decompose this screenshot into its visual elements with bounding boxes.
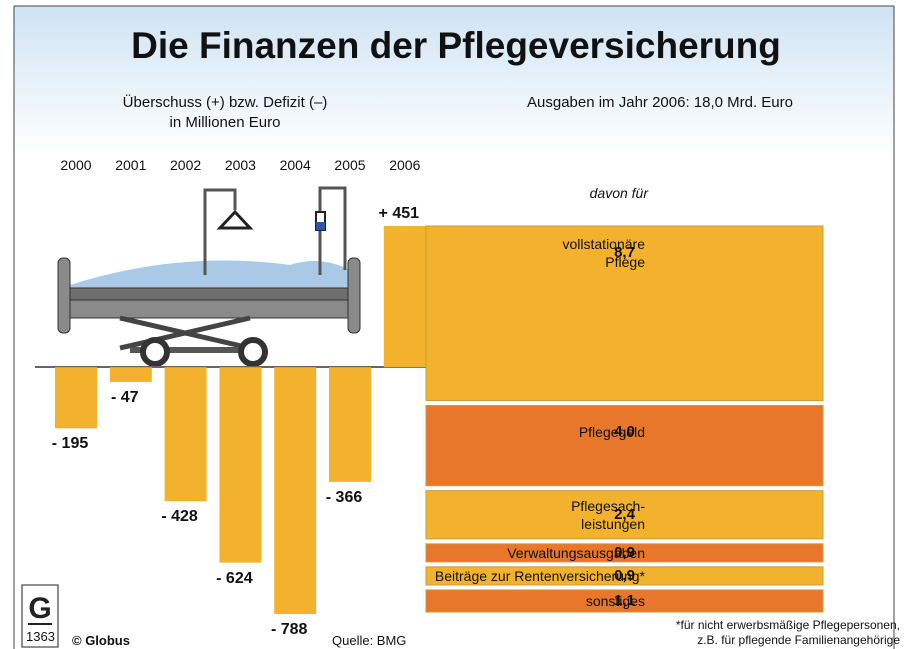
- subtitle: Überschuss (+) bzw. Defizit (–) in Milli…: [60, 93, 390, 132]
- value-label: - 428: [135, 507, 225, 528]
- value-label: 0,9: [426, 566, 823, 586]
- value-label: - 624: [189, 569, 279, 590]
- segment: [426, 405, 823, 485]
- svg-text:G: G: [28, 592, 51, 625]
- x-tick-label: 2006: [370, 156, 440, 174]
- value-label: 1,1: [426, 591, 823, 611]
- logo-number: 1363: [26, 629, 55, 646]
- copyright: © Globus: [72, 633, 130, 649]
- title: Die Finanzen der Pflegeversicherung: [0, 22, 912, 70]
- value-label: - 366: [299, 488, 389, 509]
- value-label: 4,0: [426, 422, 823, 442]
- footnote: *für nicht erwerbsmäßige Pflegepersonen,…: [560, 618, 900, 648]
- value-label: 8,7: [426, 243, 823, 263]
- source: Quelle: BMG: [332, 633, 406, 649]
- bed-illustration: [58, 188, 360, 364]
- value-label: - 47: [80, 388, 170, 409]
- value-label: 0,9: [426, 543, 823, 563]
- value-label: + 451: [354, 204, 444, 225]
- bar: [329, 367, 371, 482]
- value-label: - 195: [25, 434, 115, 455]
- note: davon für: [480, 184, 648, 202]
- subtitle: Ausgaben im Jahr 2006: 18,0 Mrd. Euro: [460, 93, 860, 113]
- infographic: G Die Finanzen der Pflegeversicherung Üb…: [0, 0, 912, 649]
- value-label: 2,4: [426, 505, 823, 525]
- value-label: - 788: [244, 620, 334, 641]
- bar: [165, 367, 207, 501]
- bar: [219, 367, 261, 562]
- bar: [110, 367, 152, 382]
